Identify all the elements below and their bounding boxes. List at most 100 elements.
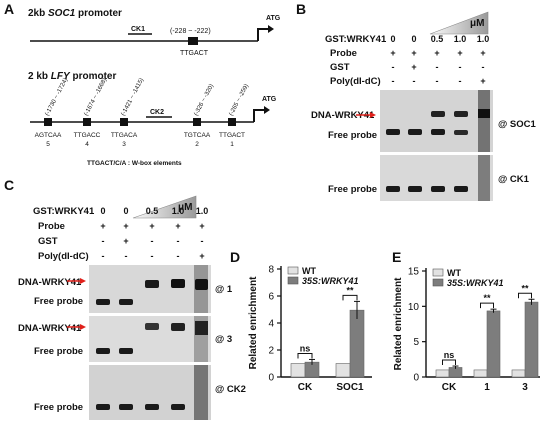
lfy-site-3-box xyxy=(120,118,128,126)
lfy-site-5-seq: AGTCAA xyxy=(35,132,62,139)
lfy-tss-arrow xyxy=(253,109,264,122)
b-concentration-wedge xyxy=(429,11,489,35)
e-xtick-label-2: 3 xyxy=(522,382,528,393)
b-ck1-band-3 xyxy=(431,186,445,192)
c-gel-ck2-smear xyxy=(194,365,208,420)
c-g3-free-2 xyxy=(119,348,133,354)
soc1-tss-arrow xyxy=(257,28,268,41)
b-poly-2: - xyxy=(436,76,439,86)
c-poly-4: + xyxy=(199,251,204,261)
e-ytick-label-3: 15 xyxy=(408,267,420,278)
lfy-site-3-num: 3 xyxy=(122,141,126,148)
panel-b: B μM GST:WRKY41 Probe GST Poly(dI-dC) 0 … xyxy=(296,1,536,201)
c-poly-3: - xyxy=(177,251,180,261)
c-gst-1: + xyxy=(123,236,128,246)
lfy-site-1-box xyxy=(228,118,236,126)
d-sig-label-0: ns xyxy=(300,343,311,353)
c-free-probe-label-3: Free probe xyxy=(34,346,83,357)
e-bar-1-2 xyxy=(524,301,539,378)
c-gw-3: 1.0 xyxy=(172,206,185,216)
d-sig-label-1: ** xyxy=(346,285,354,295)
b-gst-0: - xyxy=(392,62,395,72)
c-ck2-band-4 xyxy=(171,404,185,410)
b-probe-1: + xyxy=(411,48,416,58)
lfy-site-3-range: (-1421 ~ -1415) xyxy=(120,77,145,116)
lfy-site-5: (-1730 ~ -1724) AGTCAA 5 xyxy=(35,77,70,148)
b-lane-values: 0 0 0.5 1.0 1.0 + + + + + - + - - - - - … xyxy=(390,34,489,86)
lfy-site-1-seq: TTGACT xyxy=(219,132,245,139)
c-row-labels: GST:WRKY41 Probe GST Poly(dI-dC) xyxy=(33,206,95,262)
lfy-ck2-label: CK2 xyxy=(150,109,164,116)
lfy-site-2-range: (-326 ~ -320) xyxy=(193,83,215,117)
b-probe-0: + xyxy=(390,48,395,58)
e-bar-0-1 xyxy=(473,369,488,378)
b-complex-band-3 xyxy=(431,111,445,117)
c-gel-3-tag: @ 3 xyxy=(215,334,232,345)
c-gel-ck2-tag: @ CK2 xyxy=(215,384,246,395)
c-ck2-band-2 xyxy=(119,404,133,410)
c-g1-free-1 xyxy=(96,299,110,305)
c-probe-2: + xyxy=(149,221,154,231)
c-gst-2: - xyxy=(151,236,154,246)
lfy-site-5-num: 5 xyxy=(46,141,50,148)
e-sig-bracket-1 xyxy=(480,302,494,309)
b-gst-4: - xyxy=(482,62,485,72)
c-gel-3 xyxy=(89,316,211,362)
b-gel-ck1 xyxy=(380,155,493,201)
soc1-ck1-label: CK1 xyxy=(131,26,145,33)
lfy-site-4: (-1674 ~ -1668) TTGACC 4 xyxy=(74,77,109,148)
b-free-probe-label-2: Free probe xyxy=(328,184,377,195)
panel-a: A 2kb SOC1 promoter CK1 (-228 ~ -222) TT… xyxy=(4,1,281,167)
d-ytick-label-4: 8 xyxy=(268,265,274,276)
b-poly-1: - xyxy=(413,76,416,86)
c-g3-complex-3 xyxy=(145,323,159,330)
b-complex-band-5 xyxy=(478,109,490,118)
lfy-site-3-seq: TTGACA xyxy=(111,132,138,139)
b-gst-3: - xyxy=(459,62,462,72)
d-sig-bracket-0 xyxy=(297,352,313,359)
c-poly-1: - xyxy=(125,251,128,261)
d-ytick-label-2: 4 xyxy=(268,319,274,330)
c-free-probe-label-1: Free probe xyxy=(34,296,83,307)
e-legend-label-1: 35S:WRKY41 xyxy=(447,278,504,288)
e-legend-swatch-1 xyxy=(432,278,444,287)
b-gw-4: 1.0 xyxy=(477,34,490,44)
soc1-atg-label: ATG xyxy=(266,15,281,22)
panel-c-letter: C xyxy=(4,177,14,193)
c-free-probe-label-ck2: Free probe xyxy=(34,402,83,413)
d-xtick-label-0: CK xyxy=(298,382,313,393)
soc1-wbox-site xyxy=(188,37,198,45)
b-gel-soc1-tag: @ SOC1 xyxy=(498,119,536,130)
panel-e-letter: E xyxy=(392,249,401,265)
c-gw-0: 0 xyxy=(100,206,105,216)
e-sig-bracket-2 xyxy=(518,292,532,299)
d-bar-0-0 xyxy=(290,363,306,378)
b-row-poly: Poly(dI-dC) xyxy=(330,76,381,87)
lfy-site-4-num: 4 xyxy=(85,141,89,148)
soc1-tss-arrowhead xyxy=(268,25,274,33)
b-unit-label: μM xyxy=(470,18,484,29)
c-gst-4: - xyxy=(201,236,204,246)
lfy-site-1-range: (-265 ~ -259) xyxy=(228,83,250,117)
c-complex-label-1: DNA-WRKY41 xyxy=(18,277,82,288)
lfy-site-3: (-1421 ~ -1415) TTGACA 3 xyxy=(111,77,145,148)
c-gw-2: 0.5 xyxy=(146,206,159,216)
d-sig-bracket-1 xyxy=(342,294,358,301)
c-gel-ck2 xyxy=(89,365,211,420)
lfy-atg-label: ATG xyxy=(262,96,277,103)
e-sig-label-1: ** xyxy=(483,293,491,303)
c-g3-free-1 xyxy=(96,348,110,354)
b-complex-label: DNA-WRKY41 xyxy=(311,110,375,121)
b-gw-2: 0.5 xyxy=(431,34,444,44)
c-g1-free-2 xyxy=(119,299,133,305)
c-ck2-band-3 xyxy=(145,404,159,410)
b-free-band-1 xyxy=(386,129,400,135)
b-gst-1: + xyxy=(411,62,416,72)
b-poly-4: + xyxy=(480,76,485,86)
d-ytick-label-0: 0 xyxy=(268,373,274,384)
e-bar-0-2 xyxy=(511,369,526,378)
d-xtick-label-1: SOC1 xyxy=(336,382,364,393)
e-sig-label-0: ns xyxy=(444,350,455,360)
soc1-promoter-title: 2kb SOC1 promoter xyxy=(28,8,122,19)
